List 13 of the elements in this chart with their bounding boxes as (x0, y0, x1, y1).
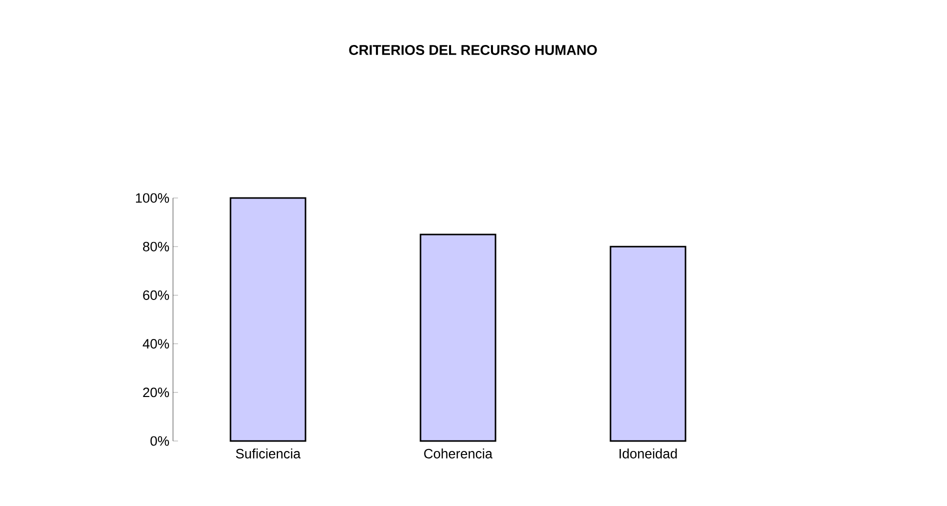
x-tick-label: Suficiencia (236, 448, 301, 458)
y-tick-label: 40% (142, 339, 169, 349)
y-tick-label: 20% (143, 388, 169, 398)
chart-title: CRITERIOS DEL RECURSO HUMANO (349, 45, 597, 55)
x-tick-label: Idoneidad (620, 448, 677, 458)
y-tick-label: 100% (136, 193, 169, 203)
y-tick-label: 60% (143, 290, 169, 300)
y-tick-label: 80% (143, 242, 169, 252)
bar (610, 246, 686, 442)
x-tick-label: Coherencia (424, 448, 493, 458)
bar (420, 234, 496, 442)
y-tick-label: 0% (150, 436, 169, 446)
bar (230, 197, 306, 442)
